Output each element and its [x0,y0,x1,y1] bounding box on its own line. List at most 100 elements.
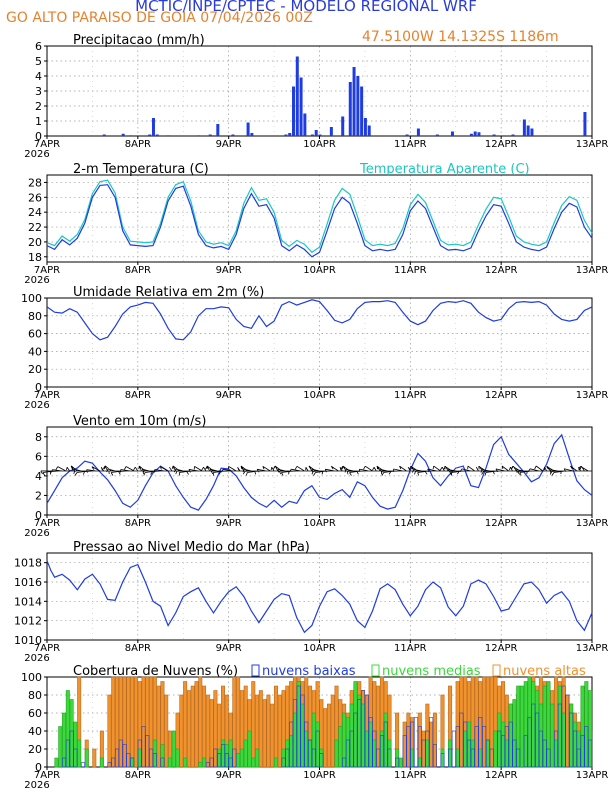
high-cloud-bar [232,676,237,768]
y-tick-label: 0 [35,509,42,522]
precip-bar [341,116,345,136]
mid-cloud-bar [588,690,593,768]
low-cloud-bar [432,744,437,768]
low-cloud-bar [425,730,430,768]
low-cloud-bar [569,712,574,768]
x-tick-label: 7APR [34,139,60,150]
x-tick-label: 10APR [303,518,336,529]
high-cloud-bar [258,690,263,768]
high-cloud-bar [115,676,120,768]
low-cloud-bar [311,748,316,768]
precip-bar [167,135,171,136]
mid-cloud-bar [561,712,566,768]
precip-bar [511,134,515,136]
precip-bar [363,118,367,136]
panel-title: Precipitacao (mm/h) [73,33,205,48]
x-tick-label: 13APR [576,643,609,654]
high-cloud-bar [402,721,407,768]
precip-bar [473,131,477,136]
low-cloud-bar [345,739,350,768]
low-cloud-bar [107,762,112,768]
y-tick-label: 18 [28,251,42,264]
location-date-label: GO ALTO PARAISO DE GOIA 07/04/2026 00Z [6,10,313,26]
mid-cloud-bar [440,748,445,768]
precip-bar [360,86,364,136]
y-tick-label: 3 [35,85,42,98]
panel-title: 2-m Temperatura (C) [73,162,209,177]
y-tick-label: 1012 [14,615,42,628]
low-cloud-bar [554,730,559,768]
x-tick-label: 11APR [394,390,427,401]
panel-title: Cobertura de Nuvens (%) [73,664,238,679]
low-cloud-bar [523,735,528,768]
y-tick-label: 24 [28,206,42,219]
low-cloud-bar [448,748,453,768]
low-cloud-bar [145,735,150,768]
high-cloud-bar [111,676,116,768]
legend-label: nuvens medias [382,664,481,679]
low-cloud-bar [531,703,536,768]
apparent-temperature-legend: Temperatura Aparente (C) [359,162,530,177]
mid-cloud-bar [379,730,384,768]
low-cloud-bar [130,757,135,768]
x-tick-label: 11APR [394,643,427,654]
mid-cloud-bar [338,726,343,768]
mid-cloud-bar [285,739,290,768]
high-cloud-bar [118,676,123,768]
mid-cloud-bar [292,712,297,768]
high-cloud-bar [149,676,154,768]
low-cloud-bar [353,712,358,768]
high-cloud-bar [186,690,191,768]
low-cloud-bar [406,726,411,768]
high-cloud-bar [326,703,331,768]
low-cloud-bar [497,730,502,768]
x-tick-label: 7APR [34,770,60,781]
low-cloud-bar [376,748,381,768]
precip-bar [318,134,322,136]
y-tick-label: 1016 [14,576,42,589]
mid-cloud-bar [224,744,229,768]
x-tick-label: 13APR [576,518,609,529]
y-tick-label: 28 [28,176,42,189]
high-cloud-bar [251,681,256,768]
x-tick-label: 9APR [216,770,242,781]
high-cloud-bar [198,676,203,768]
year-label: 2026 [24,149,49,160]
low-cloud-bar [315,730,320,768]
low-cloud-bar [364,694,369,768]
mid-cloud-bar [504,739,509,768]
low-cloud-bar [588,739,593,768]
low-cloud-bar [289,721,294,768]
low-cloud-bar [572,730,577,768]
low-cloud-bar [69,730,74,768]
low-cloud-bar [292,699,297,768]
mid-cloud-bar [463,730,468,768]
mid-cloud-bar [289,735,294,768]
panel-frame [46,174,593,263]
high-cloud-bar [130,676,135,768]
low-cloud-bar [213,748,218,768]
x-tick-label: 7APR [34,643,60,654]
year-label: 2026 [24,653,49,664]
y-tick-label: 1 [35,115,42,128]
x-tick-label: 8APR [125,770,151,781]
precip-bar [303,113,307,136]
high-cloud-bar [323,708,328,768]
mid-cloud-bar [485,739,490,768]
low-cloud-bar [209,757,214,768]
precip-bar [314,130,318,136]
mid-cloud-bar [470,739,475,768]
low-cloud-bar [414,717,419,768]
mid-cloud-bar [512,699,517,768]
mid-cloud-bar [198,762,203,768]
high-cloud-bar [432,712,437,768]
low-cloud-bar [65,739,70,768]
precip-bar [477,132,481,136]
mid-cloud-bar [546,681,551,768]
precip-bar [129,135,133,136]
high-cloud-bar [482,676,487,768]
low-cloud-bar [535,712,540,768]
precip-bar [352,67,356,136]
mid-cloud-bar [538,703,543,768]
high-cloud-bar [376,685,381,768]
